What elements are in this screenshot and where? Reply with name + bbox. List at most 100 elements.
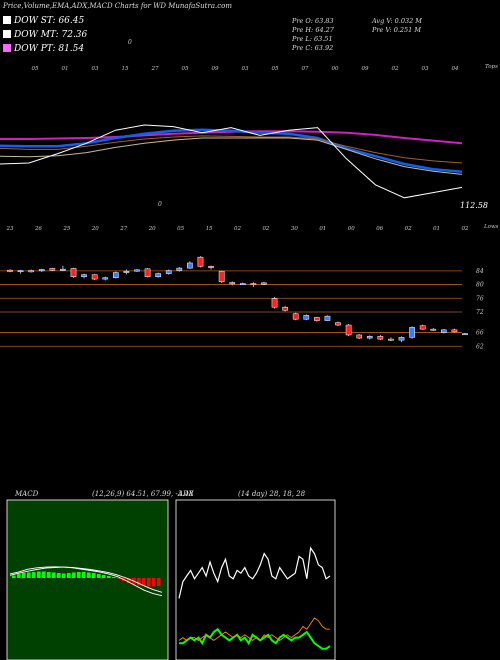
candle-body — [17, 270, 24, 272]
ema-top-tick-label: 02 — [392, 66, 399, 72]
price-y-tick-label: 76 — [476, 295, 484, 302]
ema-top-tick-label: 03 — [92, 66, 99, 72]
price-y-tick-label: 84 — [476, 268, 484, 275]
ema-mid-tick-label: 0 — [158, 201, 162, 208]
macd-histogram-bar — [27, 572, 31, 578]
price-top-tick-label: 02 — [262, 226, 269, 232]
ema-series-line — [0, 137, 463, 175]
macd-histogram-bar — [117, 578, 121, 579]
adx-label: ADX — [178, 490, 194, 498]
macd-histogram-bar — [67, 573, 71, 578]
price-top-tick-label: 01 — [433, 226, 440, 232]
macd-histogram-bar — [57, 573, 61, 578]
candle-body — [123, 270, 130, 273]
candle-body — [187, 262, 193, 269]
ema-top-marker: 0 — [128, 39, 132, 46]
macd-histogram-bar — [87, 572, 91, 578]
ema-side-label: Tops — [485, 64, 498, 70]
candle-body — [451, 329, 458, 333]
candle-body — [261, 282, 267, 285]
macd-histogram-bar — [82, 572, 86, 578]
macd-histogram-bar — [157, 578, 161, 586]
candle-body — [430, 328, 437, 331]
page-title: Price,Volume,EMA,ADX,MACD Charts for WD … — [3, 2, 232, 10]
candle-body — [356, 334, 363, 339]
price-top-tick-label: 27 — [119, 226, 127, 232]
price-top-tick-label: 30 — [291, 226, 298, 232]
candle-body — [335, 322, 341, 326]
macd-histogram-bar — [47, 572, 51, 578]
candle-body — [144, 268, 151, 277]
candle-body — [229, 282, 236, 285]
candle-body — [38, 269, 45, 272]
candle-body — [81, 274, 87, 277]
candle-body — [134, 269, 140, 272]
ema-top-tick-label: 09 — [362, 66, 369, 72]
candle-body — [440, 329, 447, 333]
macd-panel-bg — [6, 499, 169, 660]
macd-histogram-bar — [12, 575, 16, 578]
candle-body — [60, 268, 66, 271]
legend-swatch — [3, 16, 11, 24]
price-side-label: Lows — [483, 224, 499, 230]
price-top-tick-label: 05 — [177, 226, 184, 232]
candle-body — [102, 277, 109, 280]
ema-top-tick-label: 07 — [302, 66, 309, 72]
candle-body — [165, 270, 172, 274]
price-top-tick-label: 02 — [234, 226, 241, 232]
candle-body — [218, 270, 225, 283]
legend-swatch — [3, 44, 11, 52]
macd-histogram-bar — [102, 575, 106, 578]
candle-body — [303, 315, 310, 320]
candle-body — [112, 272, 119, 278]
macd-histogram-bar — [92, 573, 96, 578]
candle-body — [314, 317, 320, 321]
candle-body — [91, 274, 98, 280]
candle-body — [292, 313, 299, 320]
price-top-tick-label: 15 — [206, 226, 213, 232]
macd-histogram-bar — [52, 572, 56, 578]
legend-dow-mt-label: DOW MT: 72.36 — [14, 30, 88, 40]
price-top-tick-label: 26 — [34, 226, 42, 232]
candle-body — [271, 298, 278, 308]
price-y-tick-label: 72 — [476, 309, 484, 316]
candle-body — [409, 327, 415, 338]
macd-histogram-bar — [17, 574, 21, 578]
ema-series-line — [0, 128, 463, 174]
candle-body — [388, 338, 394, 341]
macd-histogram-bar — [107, 576, 111, 578]
ema-value-label: 112.58 — [460, 201, 488, 210]
ema-top-tick-label: 04 — [452, 66, 459, 72]
price-y-tick-label: 62 — [476, 343, 484, 350]
candle-body — [239, 283, 246, 285]
candle-body — [282, 306, 288, 311]
ema-series-line — [0, 130, 463, 145]
ema-top-tick-label: 05 — [272, 66, 279, 72]
macd-histogram-bar — [22, 573, 26, 578]
adx-series-line — [179, 627, 331, 650]
candle-body — [462, 333, 468, 336]
ema-series-line — [0, 124, 463, 199]
adx-series-line — [178, 617, 330, 642]
candle-body — [250, 283, 257, 285]
ema-top-tick-label: 27 — [151, 66, 159, 72]
macd-histogram-bar — [127, 578, 131, 583]
stat-prev-volume: Pre V: 0.251 M — [372, 26, 422, 34]
legend-dow-mt: DOW MT: 72.36 — [3, 30, 87, 40]
legend-dow-pt: DOW PT: 81.54 — [3, 44, 84, 54]
macd-histogram-bar — [32, 572, 36, 578]
ema-top-tick-label: 05 — [32, 66, 39, 72]
candle-body — [324, 315, 331, 321]
macd-histogram-bar — [37, 571, 41, 578]
price-y-tick-label: 80 — [476, 282, 484, 289]
legend-dow-pt-label: DOW PT: 81.54 — [14, 44, 85, 54]
ema-series-line — [0, 135, 463, 164]
macd-histogram-bar — [152, 578, 156, 587]
ema-top-tick-label: 00 — [332, 66, 339, 72]
macd-histogram-bar — [147, 578, 151, 587]
candle-body — [419, 325, 426, 330]
legend-dow-st: DOW ST: 66.45 — [3, 16, 84, 26]
candle-body — [70, 268, 77, 277]
price-top-tick-label: 20 — [91, 226, 99, 232]
